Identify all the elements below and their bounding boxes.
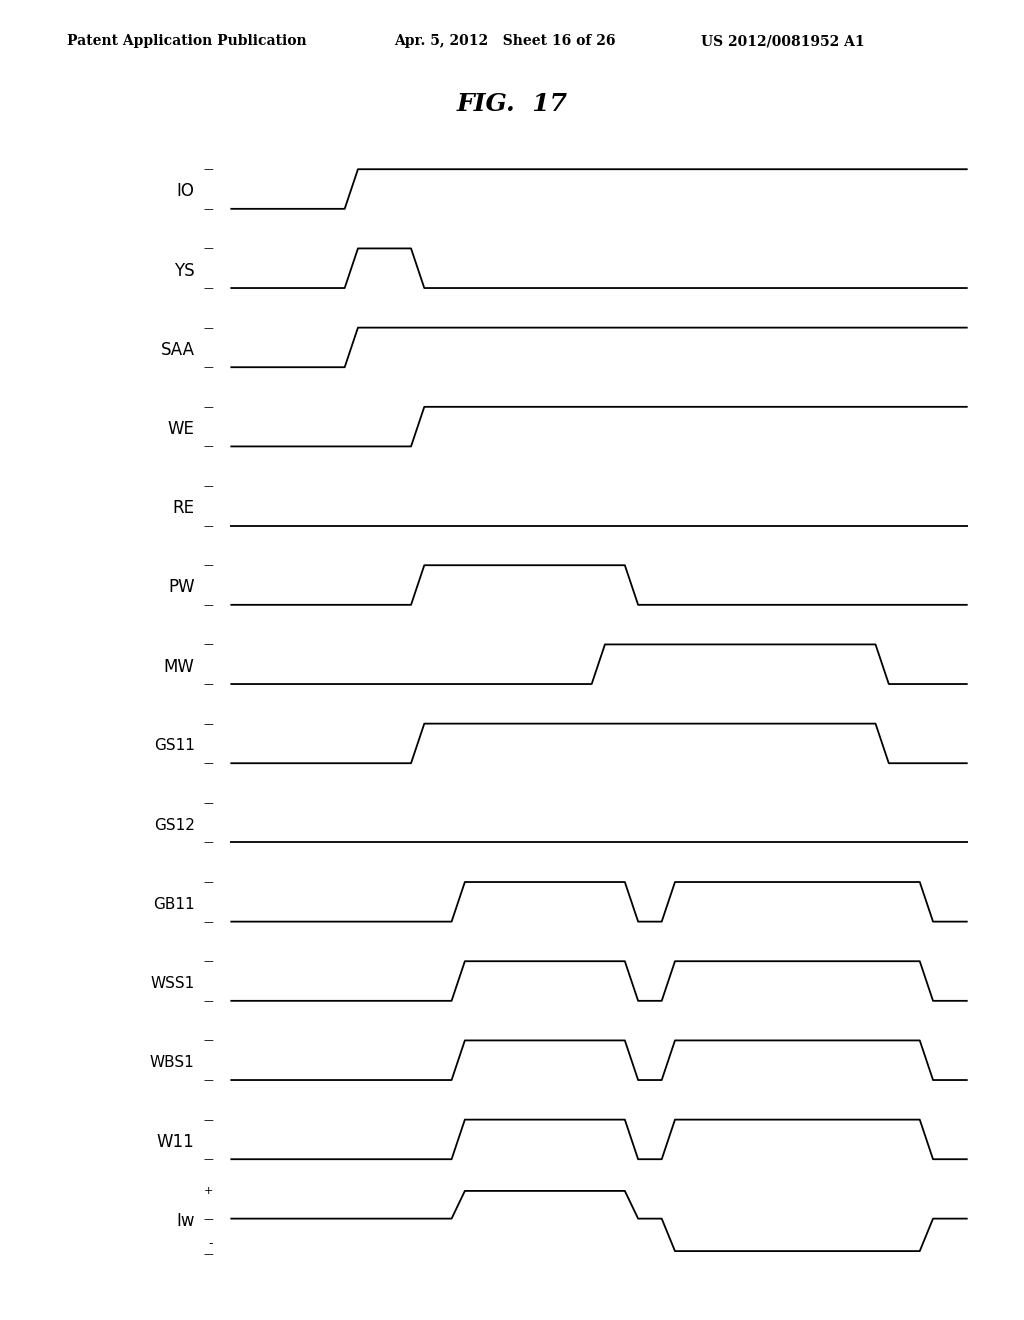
Text: YS: YS (174, 261, 195, 280)
Text: Apr. 5, 2012   Sheet 16 of 26: Apr. 5, 2012 Sheet 16 of 26 (394, 34, 615, 49)
Text: MW: MW (164, 657, 195, 676)
Text: —: — (203, 401, 213, 412)
Text: FIG.  17: FIG. 17 (457, 92, 567, 116)
Text: —: — (203, 916, 213, 927)
Text: —: — (203, 480, 213, 491)
Text: -: - (209, 1237, 213, 1250)
Text: —: — (203, 1249, 213, 1259)
Text: —: — (203, 797, 213, 808)
Text: —: — (203, 560, 213, 570)
Text: —: — (203, 599, 213, 610)
Text: —: — (203, 203, 213, 214)
Text: —: — (203, 718, 213, 729)
Text: —: — (203, 164, 213, 174)
Text: Iw: Iw (176, 1212, 195, 1230)
Text: —: — (203, 1114, 213, 1125)
Text: —: — (203, 837, 213, 847)
Text: —: — (203, 322, 213, 333)
Text: GS11: GS11 (154, 738, 195, 754)
Text: SAA: SAA (161, 341, 195, 359)
Text: GB11: GB11 (153, 896, 195, 912)
Text: WE: WE (168, 420, 195, 438)
Text: —: — (203, 243, 213, 253)
Text: WSS1: WSS1 (151, 975, 195, 991)
Text: WBS1: WBS1 (150, 1055, 195, 1071)
Text: —: — (203, 639, 213, 649)
Text: US 2012/0081952 A1: US 2012/0081952 A1 (701, 34, 865, 49)
Text: —: — (203, 1035, 213, 1045)
Text: —: — (203, 678, 213, 689)
Text: —: — (203, 520, 213, 531)
Text: —: — (203, 876, 213, 887)
Text: +: + (204, 1185, 213, 1196)
Text: PW: PW (168, 578, 195, 597)
Text: —: — (203, 441, 213, 451)
Text: —: — (203, 956, 213, 966)
Text: IO: IO (177, 182, 195, 201)
Text: —: — (203, 1154, 213, 1164)
Text: —: — (203, 282, 213, 293)
Text: —: — (203, 1213, 213, 1224)
Text: —: — (203, 1074, 213, 1085)
Text: Patent Application Publication: Patent Application Publication (67, 34, 306, 49)
Text: —: — (203, 758, 213, 768)
Text: RE: RE (173, 499, 195, 517)
Text: —: — (203, 362, 213, 372)
Text: W11: W11 (157, 1133, 195, 1151)
Text: GS12: GS12 (154, 817, 195, 833)
Text: —: — (203, 995, 213, 1006)
